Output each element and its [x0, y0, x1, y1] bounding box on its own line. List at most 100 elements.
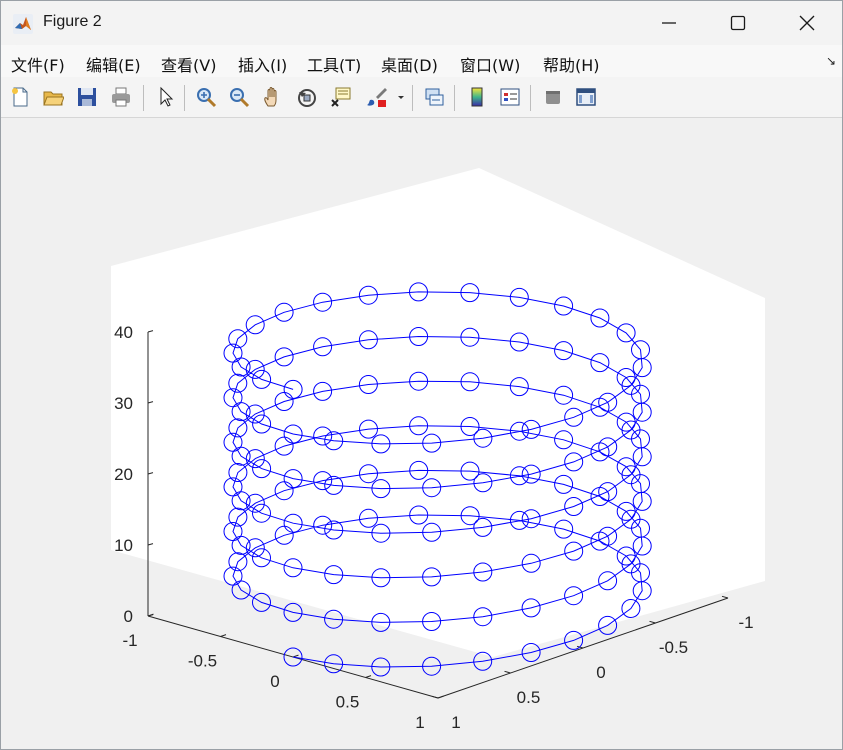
- z-tick-mark: [147, 472, 154, 475]
- printer-icon: [112, 87, 130, 107]
- new-figure-icon: [12, 87, 28, 107]
- z-tick-mark: [147, 330, 154, 333]
- helix-line: [232, 291, 643, 668]
- helix-marker: [554, 430, 574, 450]
- helix-marker: [228, 552, 248, 572]
- helix-marker: [228, 329, 248, 349]
- edit-plot-button[interactable]: [153, 84, 179, 110]
- helix-marker: [283, 513, 303, 533]
- helix-marker: [358, 375, 378, 394]
- helix-marker: [521, 464, 541, 484]
- helix-marker: [274, 436, 294, 456]
- x-tick-mark: [220, 634, 227, 637]
- brush-dropdown-button[interactable]: [394, 84, 408, 110]
- save-button[interactable]: [74, 84, 100, 110]
- x-tick-mark: [147, 613, 154, 617]
- window-title: Figure 2: [43, 13, 102, 30]
- helix-marker: [252, 548, 271, 568]
- show-plot-tools-button[interactable]: [573, 84, 599, 110]
- menu-insert[interactable]: 插入(I): [238, 56, 288, 75]
- helix-series: [223, 282, 652, 677]
- helix-marker: [460, 506, 480, 526]
- helix-marker: [409, 327, 429, 346]
- helix-marker: [598, 571, 618, 591]
- data-cursor-button[interactable]: [328, 84, 354, 110]
- minimize-icon: [662, 22, 676, 24]
- helix-marker: [283, 379, 303, 399]
- legend-icon: [500, 88, 520, 106]
- figure-canvas: 0 10 20 30 40 -1 -0.5 0 0.5 1 -1 -0.5 0 0.5 1: [1, 118, 842, 749]
- helix-marker: [313, 471, 333, 491]
- helix-marker: [521, 419, 541, 439]
- menu-window[interactable]: 窗口(W): [460, 56, 521, 75]
- helix-marker: [228, 418, 248, 438]
- helix-marker: [231, 446, 251, 466]
- helix-marker: [422, 478, 442, 498]
- menu-view[interactable]: 查看(V): [161, 56, 217, 75]
- axes-3d[interactable]: 0 10 20 30 40 -1 -0.5 0 0.5 1 -1 -0.5 0 0.5 1: [1, 118, 842, 749]
- helix-marker: [521, 643, 541, 662]
- rotate-3d-button[interactable]: [294, 84, 320, 110]
- hide-plot-tools-button[interactable]: [540, 84, 566, 110]
- helix-marker: [313, 292, 333, 312]
- helix-marker: [359, 464, 378, 484]
- open-file-button[interactable]: [40, 84, 66, 110]
- helix-marker: [252, 592, 271, 612]
- helix-marker: [228, 507, 248, 527]
- z-tick-mark: [147, 543, 154, 546]
- helix-marker: [473, 517, 493, 537]
- print-button[interactable]: [108, 84, 134, 110]
- menubar-dock-arrow-icon[interactable]: ↘: [825, 54, 836, 68]
- helix-marker: [324, 654, 344, 674]
- menu-tools[interactable]: 工具(T): [307, 56, 362, 75]
- helix-marker: [564, 452, 584, 472]
- new-figure-button[interactable]: [7, 84, 33, 110]
- menu-desktop[interactable]: 桌面(D): [381, 56, 438, 75]
- link-plot-button[interactable]: [421, 84, 447, 110]
- helix-marker: [422, 433, 442, 453]
- close-icon: [799, 15, 815, 31]
- helix-marker: [231, 491, 251, 511]
- menu-help[interactable]: 帮助(H): [543, 56, 600, 75]
- helix-marker: [554, 296, 574, 316]
- helix-marker: [598, 392, 618, 412]
- helix-marker: [460, 372, 480, 392]
- helix-marker: [371, 657, 391, 677]
- helix-marker: [473, 562, 493, 582]
- helix-marker: [509, 466, 529, 486]
- toolbar-separator: [454, 85, 455, 111]
- insert-colorbar-button[interactable]: [464, 84, 490, 110]
- close-button[interactable]: [772, 1, 842, 45]
- helix-marker: [621, 509, 641, 529]
- helix-marker: [621, 465, 641, 485]
- chevron-down-icon: [398, 96, 404, 99]
- helix-marker: [460, 461, 480, 481]
- x-tick-mark: [365, 675, 372, 678]
- helix-marker: [324, 431, 344, 451]
- menu-edit[interactable]: 编辑(E): [86, 56, 141, 75]
- helix-marker: [274, 481, 294, 501]
- helix-marker: [231, 402, 251, 422]
- helix-marker: [621, 375, 641, 395]
- helix-marker: [358, 330, 378, 350]
- zoom-in-button[interactable]: [193, 84, 219, 110]
- helix-marker: [554, 341, 574, 361]
- y-tick-label: 1: [451, 713, 460, 732]
- helix-marker: [313, 426, 333, 446]
- zoom-out-button[interactable]: [226, 84, 252, 110]
- pan-button[interactable]: [260, 84, 286, 110]
- minimize-button[interactable]: [634, 1, 704, 45]
- helix-marker: [252, 503, 271, 523]
- helix-marker: [359, 419, 378, 439]
- y-tick-mark: [649, 620, 656, 624]
- y-tick-mark: [504, 670, 511, 674]
- helix-marker: [621, 599, 641, 618]
- maximize-button[interactable]: [703, 1, 773, 45]
- menu-file[interactable]: 文件(F): [11, 56, 65, 75]
- helix-marker: [283, 602, 303, 622]
- brush-button[interactable]: [364, 84, 390, 110]
- insert-legend-button[interactable]: [497, 84, 523, 110]
- helix-marker: [245, 493, 265, 513]
- helix-marker: [324, 520, 344, 540]
